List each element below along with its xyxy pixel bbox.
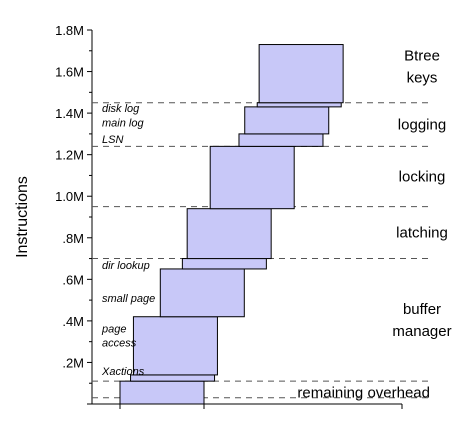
component-label: access xyxy=(102,337,137,349)
bar-segment xyxy=(132,316,218,376)
y-tick-label: 1.2M xyxy=(55,148,84,163)
band-labels: remaining overhead buffer manager latching l… xyxy=(297,47,451,401)
bars xyxy=(119,44,344,405)
band-label: latching xyxy=(396,225,448,242)
band-label: locking xyxy=(399,168,446,185)
y-tick-label: .6M xyxy=(62,272,84,287)
bar-segment xyxy=(244,106,330,135)
band-label: buffer xyxy=(403,301,441,318)
y-tick-label: .2M xyxy=(62,355,84,370)
axes: .2M .4M .6M .8M 1.0M 1.2M 1.4M 1.6M 1.8M xyxy=(55,23,403,409)
y-tick-label: 1.8M xyxy=(55,23,84,38)
band-label: manager xyxy=(392,323,451,340)
y-tick-label: 1.0M xyxy=(55,189,84,204)
bar-segment xyxy=(238,133,324,147)
y-tick-label: .8M xyxy=(62,231,84,246)
band-label: logging xyxy=(398,117,446,134)
component-label: main log xyxy=(102,117,144,129)
component-labels: Xactions page access small page dir lookup LS… xyxy=(101,103,155,378)
bar-segment xyxy=(209,145,295,210)
bar-segment xyxy=(119,380,205,405)
bar-segment xyxy=(256,102,342,108)
bar-segment xyxy=(258,44,344,104)
component-label: Xactions xyxy=(101,366,145,378)
y-tick-label: 1.6M xyxy=(55,65,84,80)
component-label: disk log xyxy=(102,103,140,115)
component-label: dir lookup xyxy=(102,260,150,272)
y-tick-label: .4M xyxy=(62,314,84,329)
bar-segment xyxy=(159,268,245,318)
y-axis-title: Instructions xyxy=(14,176,31,258)
component-label: LSN xyxy=(102,134,123,146)
component-label: small page xyxy=(102,293,155,305)
bar-segment xyxy=(186,208,272,260)
band-label: keys xyxy=(407,69,438,86)
component-label: page xyxy=(101,323,126,335)
y-tick-label: 1.4M xyxy=(55,106,84,121)
bar-segment xyxy=(181,258,267,270)
band-label: remaining overhead xyxy=(297,385,430,402)
band-label: Btree xyxy=(404,47,440,64)
